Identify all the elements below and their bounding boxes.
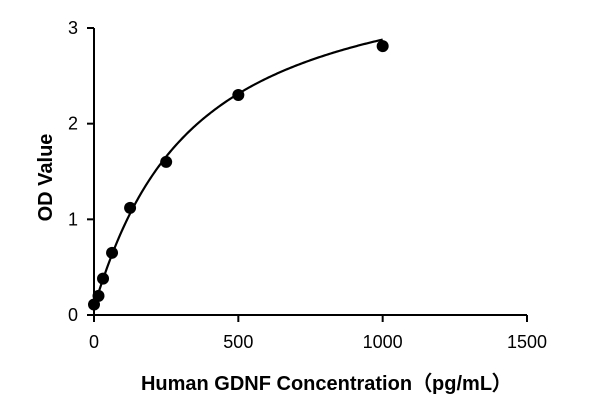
y-tick-label: 3 [68,18,78,38]
y-ticks: 0 1 2 3 [68,18,94,325]
x-axis-title: Human GDNF Concentration（pg/mL） [141,372,512,395]
y-axis-title: OD Value [35,134,57,222]
y-tick-label: 2 [68,114,78,134]
data-point [376,40,389,53]
data-point [97,272,110,285]
x-tick-label: 1500 [507,332,547,352]
x-tick-label: 0 [89,332,99,352]
data-point [160,155,173,168]
y-tick-label: 0 [68,305,78,325]
data-point [232,88,245,101]
data-point [92,289,105,302]
axes [93,28,527,316]
fit-curve [92,38,383,307]
data-point [124,201,137,214]
x-tick-label: 1000 [363,332,403,352]
y-tick-label: 1 [68,209,78,229]
x-tick-label: 500 [223,332,253,352]
data-points [88,40,389,311]
x-ticks: 0 500 1000 1500 [89,315,547,352]
data-point [106,246,119,259]
